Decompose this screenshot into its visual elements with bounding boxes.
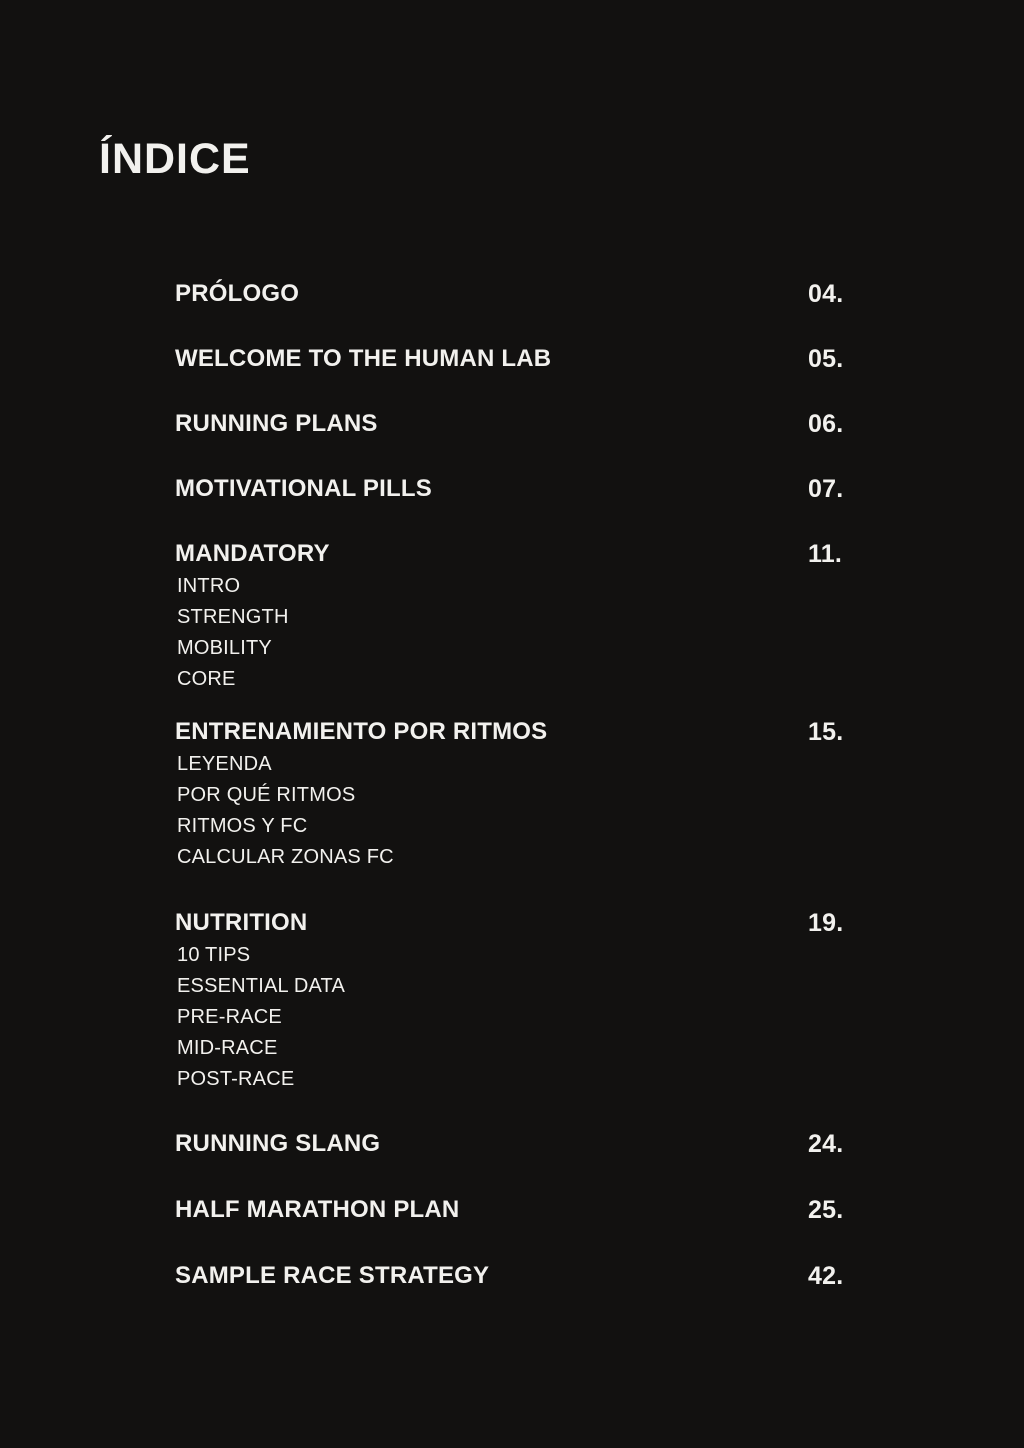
toc-entry-row: SAMPLE RACE STRATEGY 42. xyxy=(175,1261,870,1290)
toc-entry-row: MANDATORY 11. xyxy=(175,539,870,568)
toc-subitem: ESSENTIAL DATA xyxy=(177,975,346,997)
toc-entry-row: WELCOME TO THE HUMAN LAB 05. xyxy=(175,344,870,373)
toc-entry-page: 05. xyxy=(808,344,844,373)
toc-entry-label: RUNNING PLANS xyxy=(175,410,378,437)
toc-entry: MOTIVATIONAL PILLS 07. xyxy=(175,474,870,503)
toc-entry-row: RUNNING SLANG 24. xyxy=(175,1129,870,1158)
toc-entry-page: 04. xyxy=(808,279,844,308)
toc-entry: RUNNING PLANS 06. xyxy=(175,409,870,438)
toc-entry-page: 15. xyxy=(808,717,844,746)
toc-entry-page: 06. xyxy=(808,409,844,438)
toc-entry-label: MOTIVATIONAL PILLS xyxy=(175,475,432,502)
toc-entry: RUNNING SLANG 24. xyxy=(175,1129,870,1158)
toc-entry: WELCOME TO THE HUMAN LAB 05. xyxy=(175,344,870,373)
toc-entry: SAMPLE RACE STRATEGY 42. xyxy=(175,1261,870,1290)
toc-entry-page: 11. xyxy=(808,539,842,568)
toc-subitems: 10 TIPS ESSENTIAL DATA PRE-RACE MID-RACE POS… xyxy=(177,940,870,1095)
toc-entry: PRÓLOGO 04. xyxy=(175,279,870,308)
toc-entry-row: RUNNING PLANS 06. xyxy=(175,409,870,438)
toc-subitem: CALCULAR ZONAS FC xyxy=(177,846,394,868)
toc-subitems: INTRO STRENGTH MOBILITY CORE xyxy=(177,571,870,695)
toc-entry-row: HALF MARATHON PLAN 25. xyxy=(175,1195,870,1224)
toc-entry: MANDATORY 11. INTRO STRENGTH MOBILITY CORE xyxy=(175,539,870,695)
toc-entry-row: PRÓLOGO 04. xyxy=(175,279,870,308)
toc-entry-page: 25. xyxy=(808,1195,844,1224)
toc-entry-row: MOTIVATIONAL PILLS 07. xyxy=(175,474,870,503)
toc-subitem: MID-RACE xyxy=(177,1037,278,1059)
toc-entry-page: 24. xyxy=(808,1129,844,1158)
toc-entry-label: WELCOME TO THE HUMAN LAB xyxy=(175,345,552,372)
toc-subitem: INTRO xyxy=(177,575,241,597)
toc-entry-row: NUTRITION 19. xyxy=(175,908,870,937)
toc-entry-label: MANDATORY xyxy=(175,540,330,567)
toc-subitem: RITMOS Y FC xyxy=(177,815,308,837)
toc-entry-label: ENTRENAMIENTO POR RITMOS xyxy=(175,718,548,745)
toc-subitem: POR QUÉ RITMOS xyxy=(177,784,356,806)
toc-entry-label: HALF MARATHON PLAN xyxy=(175,1196,460,1223)
toc-subitem: CORE xyxy=(177,668,236,690)
toc-entry-page: 19. xyxy=(808,908,844,937)
toc-subitem: PRE-RACE xyxy=(177,1006,282,1028)
toc-subitem: LEYENDA xyxy=(177,753,272,775)
toc-subitems: LEYENDA POR QUÉ RITMOS RITMOS Y FC CALCULAR… xyxy=(177,749,870,873)
toc-entry: HALF MARATHON PLAN 25. xyxy=(175,1195,870,1224)
toc-subitem: POST-RACE xyxy=(177,1068,295,1090)
toc-subitem: STRENGTH xyxy=(177,606,289,628)
toc-entry-row: ENTRENAMIENTO POR RITMOS 15. xyxy=(175,717,870,746)
toc-entry: ENTRENAMIENTO POR RITMOS 15. LEYENDA POR … xyxy=(175,717,870,873)
toc-entry-label: PRÓLOGO xyxy=(175,280,300,307)
toc-entry-page: 42. xyxy=(808,1261,844,1290)
toc-entry-label: NUTRITION xyxy=(175,909,308,936)
toc-subitem: 10 TIPS xyxy=(177,944,251,966)
toc-entry-label: SAMPLE RACE STRATEGY xyxy=(175,1262,490,1289)
toc-entry-page: 07. xyxy=(808,474,844,503)
toc-entry-label: RUNNING SLANG xyxy=(175,1130,381,1157)
toc-list: PRÓLOGO 04. WELCOME TO THE HUMAN LAB 05.… xyxy=(175,279,870,1290)
toc-entry: NUTRITION 19. 10 TIPS ESSENTIAL DATA PRE-R… xyxy=(175,908,870,1095)
toc-subitem: MOBILITY xyxy=(177,637,272,659)
page-title: ÍNDICE xyxy=(99,135,251,183)
